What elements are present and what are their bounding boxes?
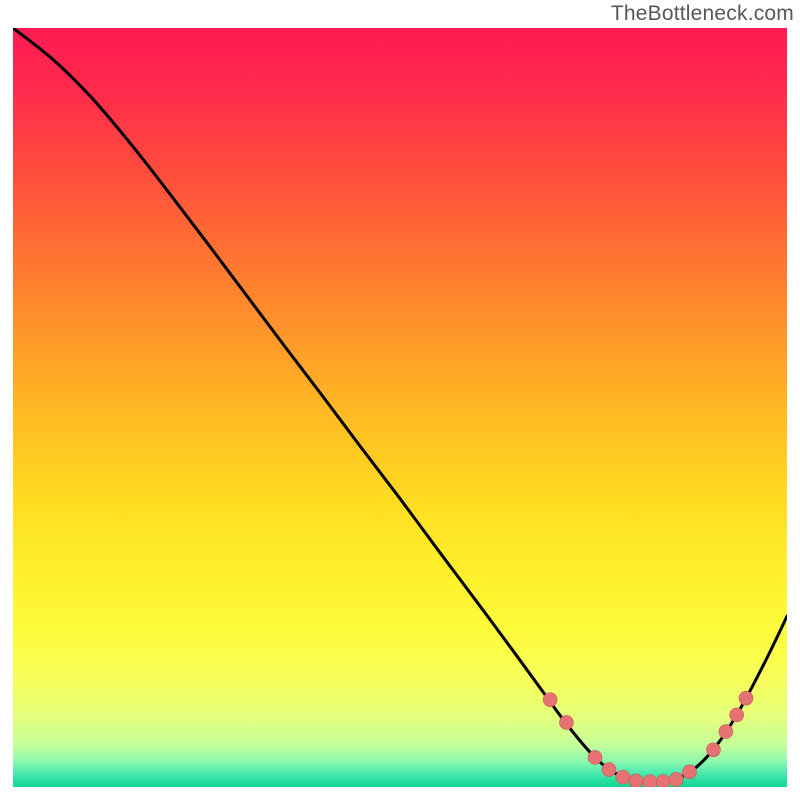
- chart-marker: [739, 691, 753, 705]
- chart-plot-area: [13, 28, 787, 787]
- chart-marker: [656, 775, 670, 787]
- chart-overlay-svg: [13, 28, 787, 787]
- chart-marker: [588, 750, 602, 764]
- chart-marker: [669, 772, 683, 786]
- chart-marker: [730, 708, 744, 722]
- chart-marker: [559, 715, 573, 729]
- chart-marker: [543, 693, 557, 707]
- chart-marker: [706, 743, 720, 757]
- chart-marker: [616, 770, 630, 784]
- chart-curve-line: [13, 28, 787, 782]
- chart-marker: [643, 775, 657, 787]
- chart-marker: [719, 725, 733, 739]
- watermark-text: TheBottleneck.com: [611, 2, 794, 26]
- chart-marker: [602, 763, 616, 777]
- chart-marker: [682, 765, 696, 779]
- chart-marker: [629, 774, 643, 787]
